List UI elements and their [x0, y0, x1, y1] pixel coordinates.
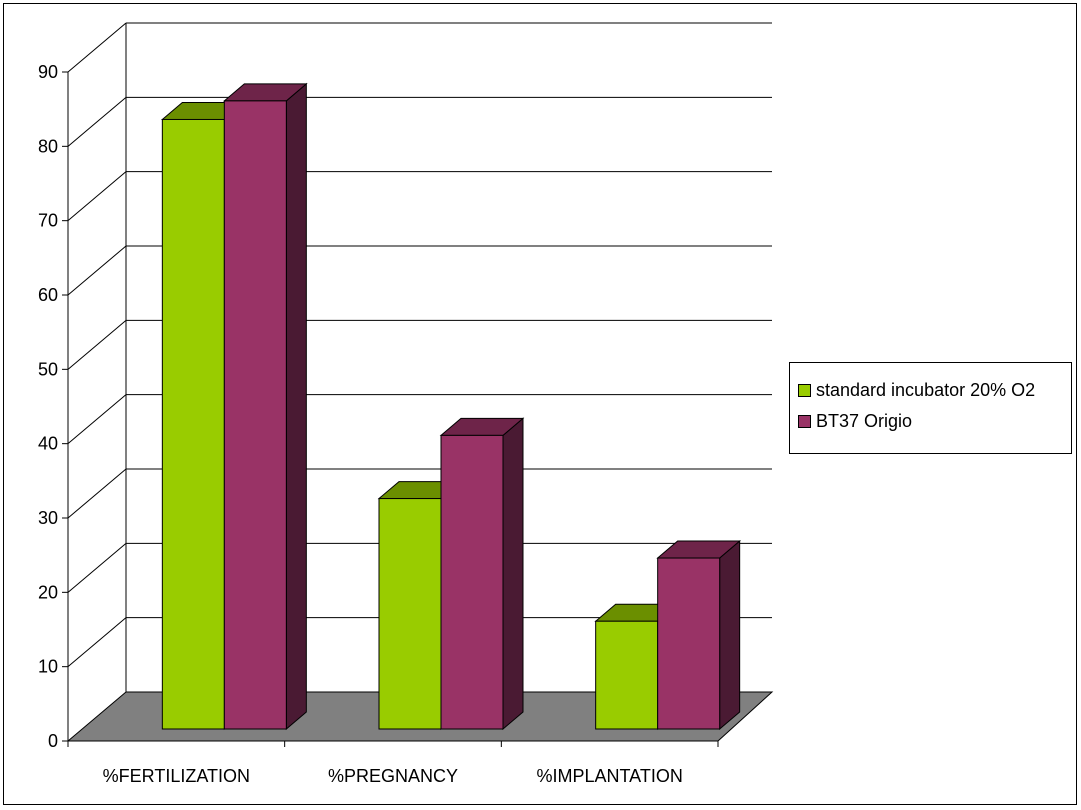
- grid-diagonal: [67, 96, 127, 147]
- legend-swatch-series-2: [798, 414, 811, 428]
- y-tick-label: 70: [38, 211, 58, 231]
- y-tick-label: 50: [38, 359, 58, 379]
- axes: [62, 71, 719, 747]
- y-tick-label: 10: [38, 657, 58, 677]
- bar-front: [595, 620, 659, 730]
- grid-diagonal: [67, 319, 127, 370]
- bar-side: [719, 539, 741, 731]
- grid-diagonal: [67, 468, 127, 519]
- legend-label-series-1: standard incubator 20% O2: [816, 379, 1036, 400]
- bars: [160, 82, 742, 731]
- y-tick-label: 90: [38, 62, 58, 82]
- legend-swatch-series-1: [798, 383, 811, 397]
- x-tick-label: %FERTILIZATION: [103, 766, 250, 786]
- y-tick-label: 20: [38, 582, 58, 602]
- x-tick-label: %PREGNANCY: [328, 766, 458, 786]
- legend-item-series-1: standard incubator 20% O2: [798, 378, 1035, 402]
- legend-item-series-2: BT37 Origio: [798, 409, 912, 433]
- bar-front: [440, 434, 504, 730]
- grid-diagonal: [67, 617, 127, 668]
- y-tick-label: 40: [38, 434, 58, 454]
- y-tick-label: 0: [48, 731, 58, 751]
- bar-2-3: [656, 539, 742, 731]
- bar-2-1: [222, 82, 308, 731]
- x-tick-label: %IMPLANTATION: [536, 766, 682, 786]
- legend-label-series-2: BT37 Origio: [816, 410, 913, 431]
- legend: standard incubator 20% O2 BT37 Origio: [789, 362, 1072, 454]
- bar-front: [223, 100, 287, 730]
- bar-2-2: [439, 417, 525, 731]
- y-tick-label: 80: [38, 136, 58, 156]
- bar-front: [378, 498, 442, 730]
- bar-front: [161, 118, 225, 730]
- grid-diagonal: [67, 394, 127, 445]
- grid-diagonal: [67, 245, 127, 296]
- axis-labels: 0 10 20 30 40 50 60 70 80 90 %FERTILIZATION %PREGNA…: [38, 62, 683, 786]
- grid-diagonal: [67, 171, 127, 222]
- bar-side: [285, 82, 307, 731]
- y-tick-label: 60: [38, 285, 58, 305]
- bar-side: [502, 417, 524, 731]
- grid-diagonal: [67, 542, 127, 593]
- bar-front: [657, 557, 721, 730]
- y-tick-label: 30: [38, 508, 58, 528]
- grid-diagonal: [67, 22, 127, 73]
